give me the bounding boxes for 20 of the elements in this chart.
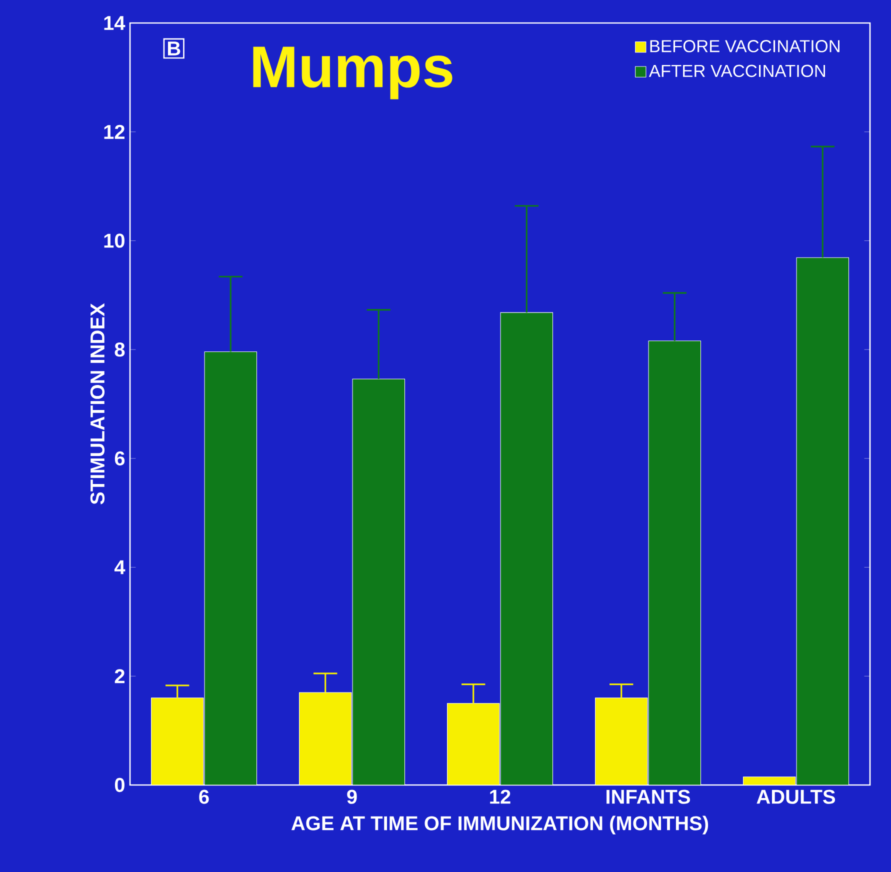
y-tick-label: 2 [114,669,124,684]
legend-label: BEFORE VACCINATION [650,40,840,52]
y-tick-label: 12 [104,124,124,139]
y-tick-label: 0 [114,778,124,792]
x-axis-title: AGE AT TIME OF IMMUNIZATION (MONTHS) [291,816,708,834]
x-tick-label: ADULTS [756,790,836,804]
legend-label: AFTER VACCINATION [648,64,826,78]
y-tick-label: 14 [104,16,126,30]
bar [742,776,796,785]
annotation: B [168,42,180,56]
x-tick-label: 6 [199,790,209,804]
y-tick-label: 4 [114,560,126,574]
y-axis-title: STIMULATION INDEX [90,303,105,504]
x-tick-label: INFANTS [606,790,690,804]
y-tick-label: 6 [114,451,125,466]
y-tick-label: 10 [104,234,124,248]
x-tick-label: 9 [347,790,357,804]
chart-title: Mumps [253,46,452,100]
x-tick-label: 12 [490,790,510,804]
y-tick-label: 8 [114,342,125,357]
